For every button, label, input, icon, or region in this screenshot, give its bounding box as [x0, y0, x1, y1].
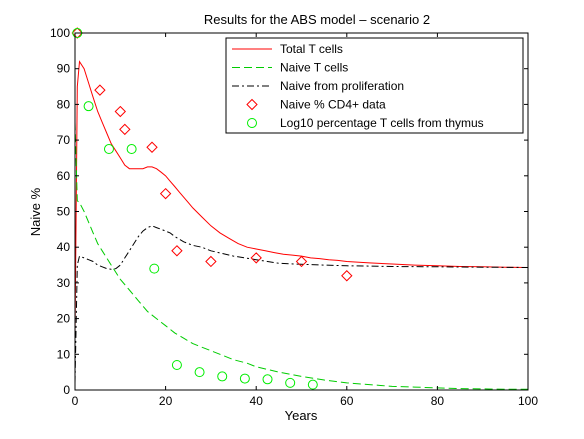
chart-title: Results for the ABS model – scenario 2: [204, 12, 430, 27]
legend-entry-label: Total T cells: [280, 42, 343, 56]
legend-marker-diamond: [246, 98, 258, 111]
data-point-circle: [239, 373, 250, 384]
legend: Total T cells Naive T cells Naive from pro…: [225, 37, 524, 134]
legend-entry-label: Log10 percentage T cells from thymus: [280, 116, 484, 130]
data-point-diamond: [250, 252, 262, 264]
axes: 0 20 40 60 80 100 0 10 20 30 40 50 60 70 80 90 100: [50, 26, 538, 408]
x-tick-label: 100: [518, 394, 538, 408]
data-point-circle: [149, 263, 160, 274]
y-tick-label: 10: [57, 347, 71, 361]
y-tick-label: 30: [57, 276, 71, 290]
data-point-circle: [103, 144, 114, 155]
data-point-circle: [307, 379, 318, 390]
plot-area: [71, 27, 529, 390]
legend-entry-label: Naive from proliferation: [280, 79, 404, 93]
y-tick-label: 40: [57, 240, 71, 254]
data-point-circle: [285, 377, 296, 388]
data-point-circle: [171, 360, 182, 371]
data-point-diamond: [119, 123, 131, 136]
series-line-2: [74, 225, 529, 383]
data-point-diamond: [94, 84, 106, 96]
data-point-diamond: [114, 105, 127, 118]
series-line-0: [74, 60, 529, 337]
data-point-diamond: [341, 270, 353, 282]
y-tick-label: 50: [57, 205, 71, 219]
y-tick-label: 0: [63, 383, 70, 397]
y-tick-label: 90: [57, 62, 71, 76]
y-tick-label: 60: [57, 169, 71, 183]
y-tick-label: 20: [57, 312, 71, 326]
x-tick-label: 60: [340, 394, 354, 408]
data-point-circle: [194, 367, 205, 378]
data-point-diamond: [146, 141, 158, 153]
y-tick-label: 70: [57, 133, 71, 147]
data-point-circle: [217, 371, 228, 382]
data-point-diamond: [295, 255, 308, 268]
data-point-circle: [262, 374, 273, 385]
y-tick-label: 100: [50, 26, 70, 40]
data-point-diamond: [159, 187, 172, 200]
x-axis-label: Years: [285, 408, 318, 423]
data-point-circle: [83, 101, 94, 112]
x-tick-label: 40: [250, 394, 264, 408]
y-axis-label: Naive %: [28, 187, 43, 236]
legend-box: [225, 37, 524, 134]
x-tick-label: 80: [431, 394, 445, 408]
data-point-diamond: [171, 245, 183, 257]
legend-marker-circle: [247, 118, 257, 128]
data-point-diamond: [205, 255, 217, 268]
data-point-circle: [126, 144, 137, 155]
series-line-1: [74, 122, 528, 390]
legend-entry-label: Naive % CD4+ data: [280, 98, 386, 112]
y-tick-label: 80: [57, 97, 71, 111]
legend-entry-label: Naive T cells: [280, 61, 348, 75]
x-tick-label: 20: [159, 394, 173, 408]
x-tick-label: 0: [72, 394, 79, 408]
